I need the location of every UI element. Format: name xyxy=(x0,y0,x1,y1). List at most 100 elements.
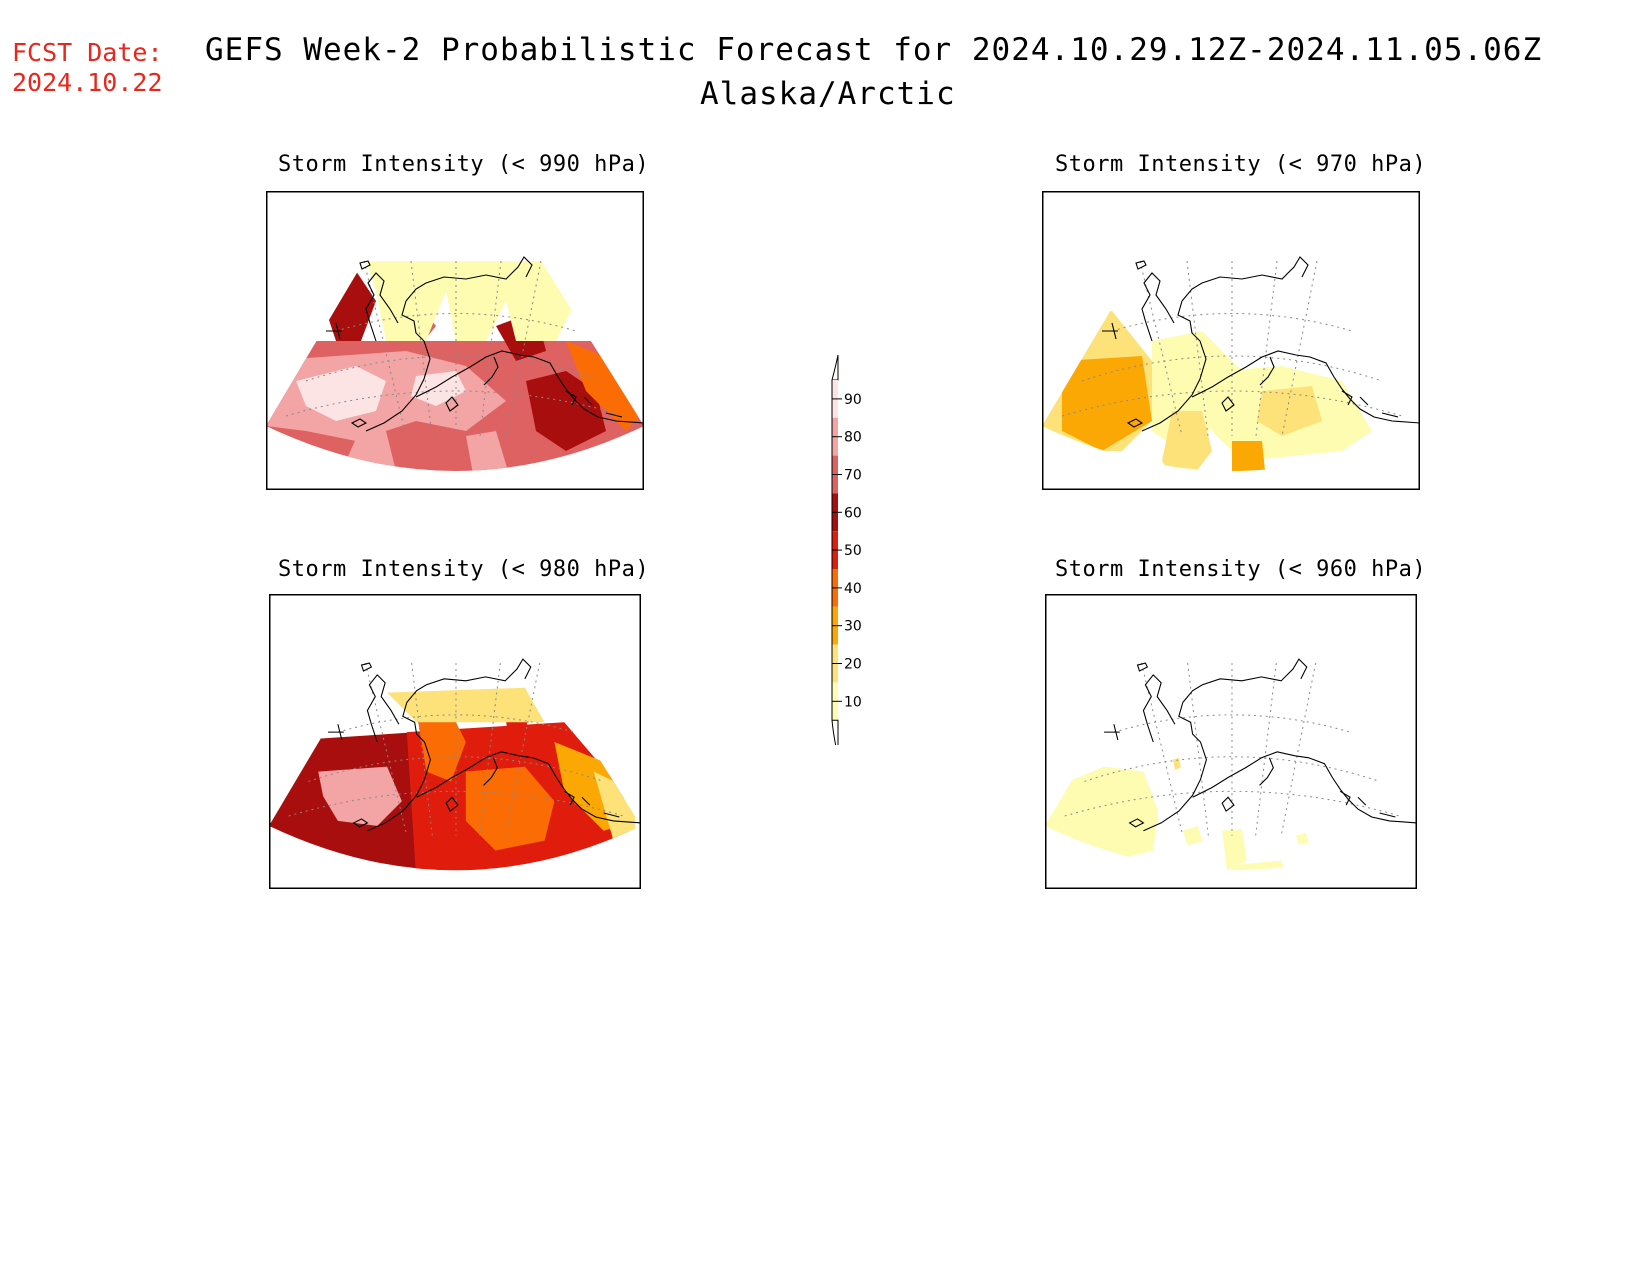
coastline xyxy=(326,256,644,432)
coastline-segment xyxy=(1192,751,1417,824)
probability-region xyxy=(1045,766,1159,861)
map-panel-980 xyxy=(269,594,641,889)
coastline-segment xyxy=(406,658,532,703)
probability-fill xyxy=(1045,757,1309,871)
coastline-segment xyxy=(445,396,459,412)
coastline-segment xyxy=(1142,674,1176,743)
coastline xyxy=(1104,658,1417,832)
panel-title-970: Storm Intensity (< 970 hPa) xyxy=(1055,152,1427,177)
coastline-segment xyxy=(1221,796,1235,812)
colorbar-label: 70 xyxy=(844,468,862,484)
coastline-segment xyxy=(1182,658,1308,703)
coastline-segment xyxy=(1181,256,1309,302)
coastline-segment xyxy=(1221,396,1235,412)
coastline-segment xyxy=(1135,260,1147,270)
coastline-segment xyxy=(352,818,369,828)
probability-fill xyxy=(269,687,636,871)
probability-region xyxy=(466,431,511,471)
probability-region xyxy=(387,687,545,723)
coastline-segment xyxy=(328,724,344,741)
fcst-date: 2024.10.22 xyxy=(12,68,163,97)
colorbar-label: 90 xyxy=(844,392,862,408)
coastline-segment xyxy=(1259,356,1275,386)
graticule-line xyxy=(1187,663,1209,836)
map-content xyxy=(1042,191,1420,490)
coastline-segment xyxy=(565,390,623,418)
panel-title-990: Storm Intensity (< 990 hPa) xyxy=(278,152,650,177)
colorbar-label: 60 xyxy=(844,505,862,521)
coastline-segment xyxy=(350,418,368,428)
coastline-segment xyxy=(1339,790,1396,818)
panel-title-960: Storm Intensity (< 960 hPa) xyxy=(1055,557,1427,582)
probability-region xyxy=(296,366,386,421)
coastline xyxy=(1102,256,1420,432)
graticule-line xyxy=(1084,756,1380,782)
probability-region xyxy=(1062,356,1152,451)
coastline-segment xyxy=(1102,322,1118,340)
coastline-segment xyxy=(1259,757,1274,786)
probability-region xyxy=(566,341,644,431)
map-frame xyxy=(1042,191,1420,490)
graticule-line xyxy=(1255,663,1277,836)
graticule-line xyxy=(308,756,604,782)
colorbar-bottom-tip xyxy=(831,719,839,745)
map-panel-970 xyxy=(1042,191,1420,490)
probability-region xyxy=(1182,825,1203,846)
map-frame xyxy=(1045,594,1417,889)
coastline-segment xyxy=(1126,418,1144,428)
coastline-segment xyxy=(1141,272,1175,342)
graticule-line xyxy=(1111,313,1353,332)
probability-region xyxy=(1232,441,1267,471)
probability-region xyxy=(326,271,376,341)
probability-region xyxy=(318,766,402,826)
fcst-label: FCST Date: xyxy=(12,38,163,67)
coastline-segment xyxy=(367,702,431,832)
coastline-segment xyxy=(483,356,499,386)
probability-region xyxy=(1295,832,1309,845)
probability-region xyxy=(1227,860,1292,871)
map-panel-990 xyxy=(266,191,644,490)
probability-region xyxy=(1172,757,1181,770)
graticule-line xyxy=(1280,662,1317,836)
coastline-segment xyxy=(1136,662,1149,672)
map-frame xyxy=(266,191,644,490)
probability-colorbar: 90 80 70 60 50 40 30 20 10 xyxy=(831,354,862,745)
probability-region xyxy=(1257,386,1322,436)
coastline-segment xyxy=(366,674,400,743)
graticule-line xyxy=(305,355,607,382)
probability-fill xyxy=(1042,311,1372,471)
forecast-title: GEFS Week-2 Probabilistic Forecast for 2… xyxy=(205,32,1543,68)
coastline-segment xyxy=(1104,724,1120,741)
map-panel-960 xyxy=(1045,594,1417,889)
coastline-segment xyxy=(1128,818,1145,828)
coastline-segment xyxy=(563,790,620,818)
graticule-line xyxy=(1081,355,1383,382)
colorbar-label: 20 xyxy=(844,657,862,673)
coastline-segment xyxy=(483,757,498,786)
coastline-segment xyxy=(359,260,371,270)
coastline-segment xyxy=(1341,390,1399,418)
coastline-segment xyxy=(1191,350,1420,424)
coastline-segment xyxy=(1141,300,1207,432)
coastline-segment xyxy=(445,796,459,812)
coastline-segment xyxy=(365,272,399,342)
coastline-segment xyxy=(415,350,644,424)
colorbar-label: 10 xyxy=(844,694,862,710)
probability-region xyxy=(436,830,471,871)
colorbar-label: 30 xyxy=(844,619,862,635)
probability-region xyxy=(346,416,396,471)
graticule-line xyxy=(1113,714,1351,733)
map-frame xyxy=(269,594,641,889)
coastline-segment xyxy=(416,751,641,824)
colorbar-label: 50 xyxy=(844,543,862,559)
map-content xyxy=(266,191,644,490)
coastline-segment xyxy=(405,256,533,302)
colorbar-label: 80 xyxy=(844,430,862,446)
coastline-segment xyxy=(365,300,431,432)
map-content xyxy=(1045,594,1417,889)
coastline-segment xyxy=(326,322,342,340)
colorbar-label: 40 xyxy=(844,581,862,597)
panel-title-980: Storm Intensity (< 980 hPa) xyxy=(278,557,650,582)
forecast-date-label: FCST Date: 2024.10.22 xyxy=(12,38,163,98)
map-content xyxy=(269,594,641,889)
